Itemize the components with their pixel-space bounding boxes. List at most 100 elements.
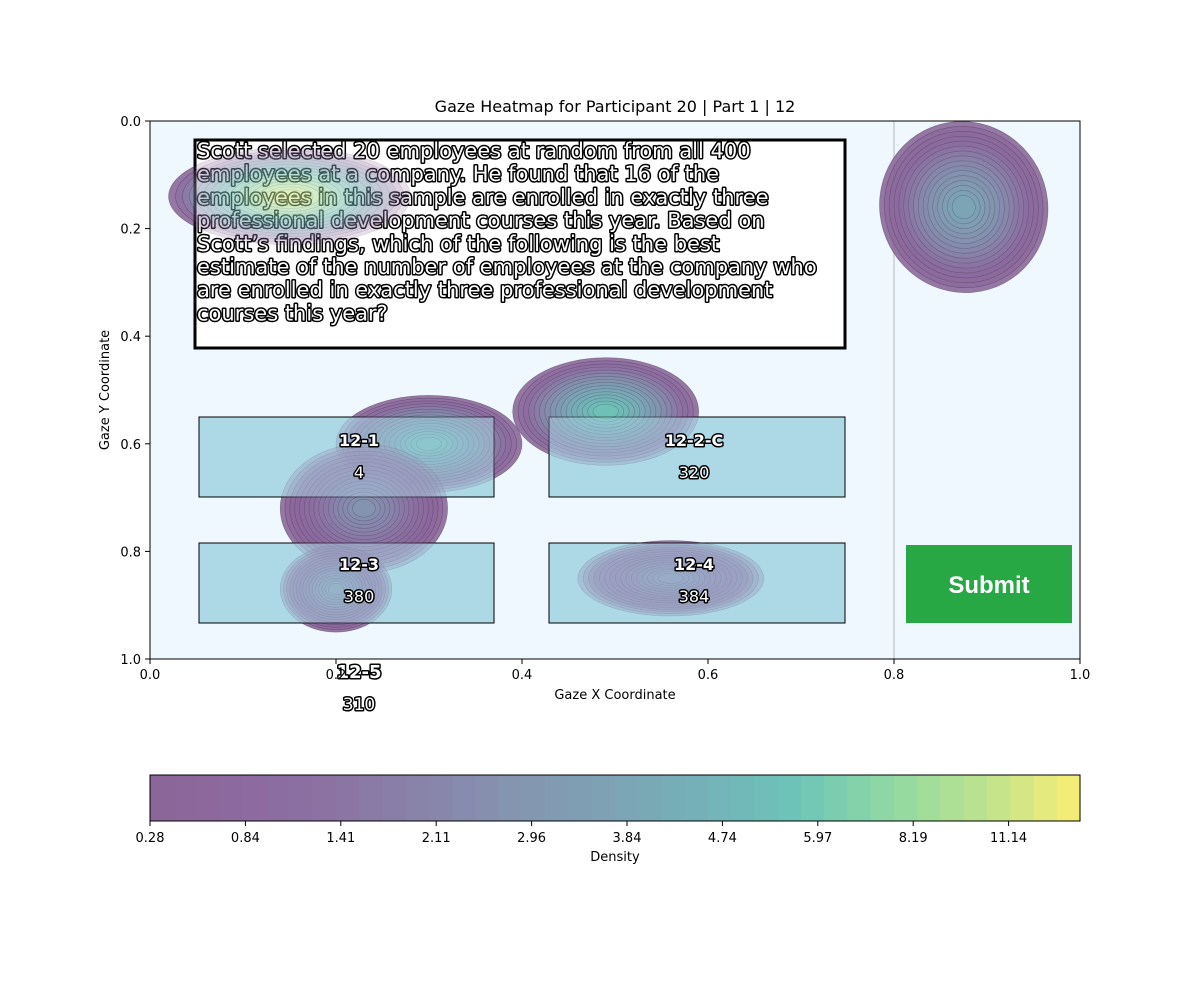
heatmap-contour <box>555 382 657 441</box>
heatmap-contour <box>641 566 700 591</box>
colorbar-segment <box>382 775 407 821</box>
heatmap-contour <box>410 434 448 454</box>
option-label-12-1: 12-1 <box>339 431 379 450</box>
x-axis: 0.0 0.2 0.4 0.6 0.8 1.0 <box>140 659 1091 683</box>
colorbar <box>150 775 1081 821</box>
heatmap-contour <box>362 409 496 479</box>
colorbar-tick-label: 5.97 <box>803 831 832 846</box>
heatmap-contour <box>625 559 716 597</box>
colorbar-label: Density <box>590 850 640 865</box>
heatmap-contour <box>223 169 356 223</box>
heatmap-contour <box>210 164 369 229</box>
stimulus-overlay: Scott selected 20 employees at random fr… <box>193 138 1072 624</box>
colorbar-segment <box>266 775 291 821</box>
option-label-12-3: 12-3 <box>339 555 379 574</box>
y-tick-label: 0.8 <box>120 545 141 560</box>
heatmap-contour <box>352 499 376 518</box>
heatmap-contour <box>203 161 376 232</box>
colorbar-segment <box>243 775 267 821</box>
heatmap-contour <box>609 553 733 604</box>
heatmap-contour <box>308 567 364 611</box>
heatmap-contour <box>289 450 439 566</box>
y-tick-label: 0.4 <box>120 330 141 345</box>
question-text: Scott selected 20 employees at random fr… <box>196 138 819 327</box>
option-box-12-3[interactable] <box>198 542 495 624</box>
colorbar-segment <box>1056 775 1081 821</box>
heatmap-contour <box>893 135 1034 279</box>
heatmap-contour <box>305 565 367 613</box>
colorbar-segment <box>498 775 523 821</box>
heatmap-contour <box>512 357 700 466</box>
colorbar-segment <box>917 775 942 821</box>
colorbar-segment <box>870 775 895 821</box>
heatmap-contour <box>517 360 694 463</box>
heatmap-contour <box>415 436 443 451</box>
colorbar-segment <box>847 775 872 821</box>
colorbar-ticks: 0.28 0.84 1.41 2.11 2.96 3.84 4.74 5.97 8.19 11.1… <box>136 821 1027 846</box>
colorbar-tick-label: 4.74 <box>708 831 737 846</box>
heatmap-contour <box>630 561 711 595</box>
question-line: courses this year? <box>197 301 388 325</box>
colorbar-tick-label: 11.14 <box>990 831 1027 846</box>
heatmap-contour <box>351 403 507 485</box>
heatmap-contour <box>405 431 453 457</box>
submit-button[interactable] <box>906 545 1072 623</box>
colorbar-segment <box>405 775 430 821</box>
question-line: professional development courses this ye… <box>197 209 765 233</box>
option-value-12-1: 4 <box>354 463 364 482</box>
option-box-12-1[interactable] <box>198 416 495 498</box>
heatmap-contour <box>258 183 321 209</box>
colorbar-tick-label: 8.19 <box>899 831 928 846</box>
question-line: are enrolled in exactly three profession… <box>197 278 773 302</box>
heatmap-contour <box>898 140 1029 274</box>
heatmap-contour <box>614 555 727 602</box>
heatmap-contour <box>577 540 765 617</box>
option-box-12-2-c[interactable] <box>548 416 846 498</box>
heatmap-contour <box>299 560 373 618</box>
heatmap-contour <box>332 484 395 533</box>
colorbar-segment <box>196 775 221 821</box>
question-line: estimate of the number of employees at t… <box>197 255 817 279</box>
heatmap-contour <box>294 454 434 563</box>
y-tick-label: 0.2 <box>120 223 141 238</box>
colorbar-segment <box>312 775 337 821</box>
heatmap-contour <box>587 400 625 423</box>
colorbar-segment <box>568 775 593 821</box>
heatmap-contour <box>335 395 523 493</box>
heatmap-contour <box>937 180 991 234</box>
option-value-12-4: 384 <box>679 587 710 606</box>
heatmap-contour <box>636 564 706 593</box>
heatmap-contour <box>533 369 678 454</box>
colorbar-segment <box>661 775 686 821</box>
question-line: employees at a company. He found that 16… <box>197 162 719 186</box>
heatmap-contour <box>539 372 673 451</box>
option-box-12-4[interactable] <box>548 542 846 624</box>
heatmap-contour <box>399 428 459 460</box>
submit-button-label: Submit <box>948 572 1029 599</box>
colorbar-segment <box>777 775 802 821</box>
heatmap-contour <box>927 170 1000 244</box>
heatmap-contour <box>324 580 348 598</box>
heatmap-contour <box>342 491 386 525</box>
colorbar-tick-label: 0.28 <box>136 831 165 846</box>
colorbar-segment <box>987 775 1011 821</box>
heatmap-contour <box>292 555 380 623</box>
colorbar-segment <box>289 775 314 821</box>
heatmap-contour <box>346 400 512 487</box>
x-tick-label: 1.0 <box>1070 668 1091 683</box>
x-tick-label: 0.8 <box>884 668 905 683</box>
x-tick-label: 0.4 <box>512 668 533 683</box>
plot-frame <box>149 120 1081 660</box>
heatmap-contour <box>279 443 448 574</box>
colorbar-segment <box>731 775 756 821</box>
heatmap-contour <box>549 379 662 444</box>
heatmap-contour <box>352 499 376 518</box>
question-line: employees in this sample are enrolled in… <box>197 185 769 209</box>
heatmap-contour <box>286 550 386 628</box>
heatmap-contour <box>313 469 415 548</box>
question-line: Scott selected 20 employees at random fr… <box>197 139 751 163</box>
x-tick-label: 0.2 <box>326 668 347 683</box>
option-label-12-5: 12-5 <box>336 662 381 683</box>
heatmap-contour <box>318 575 354 603</box>
